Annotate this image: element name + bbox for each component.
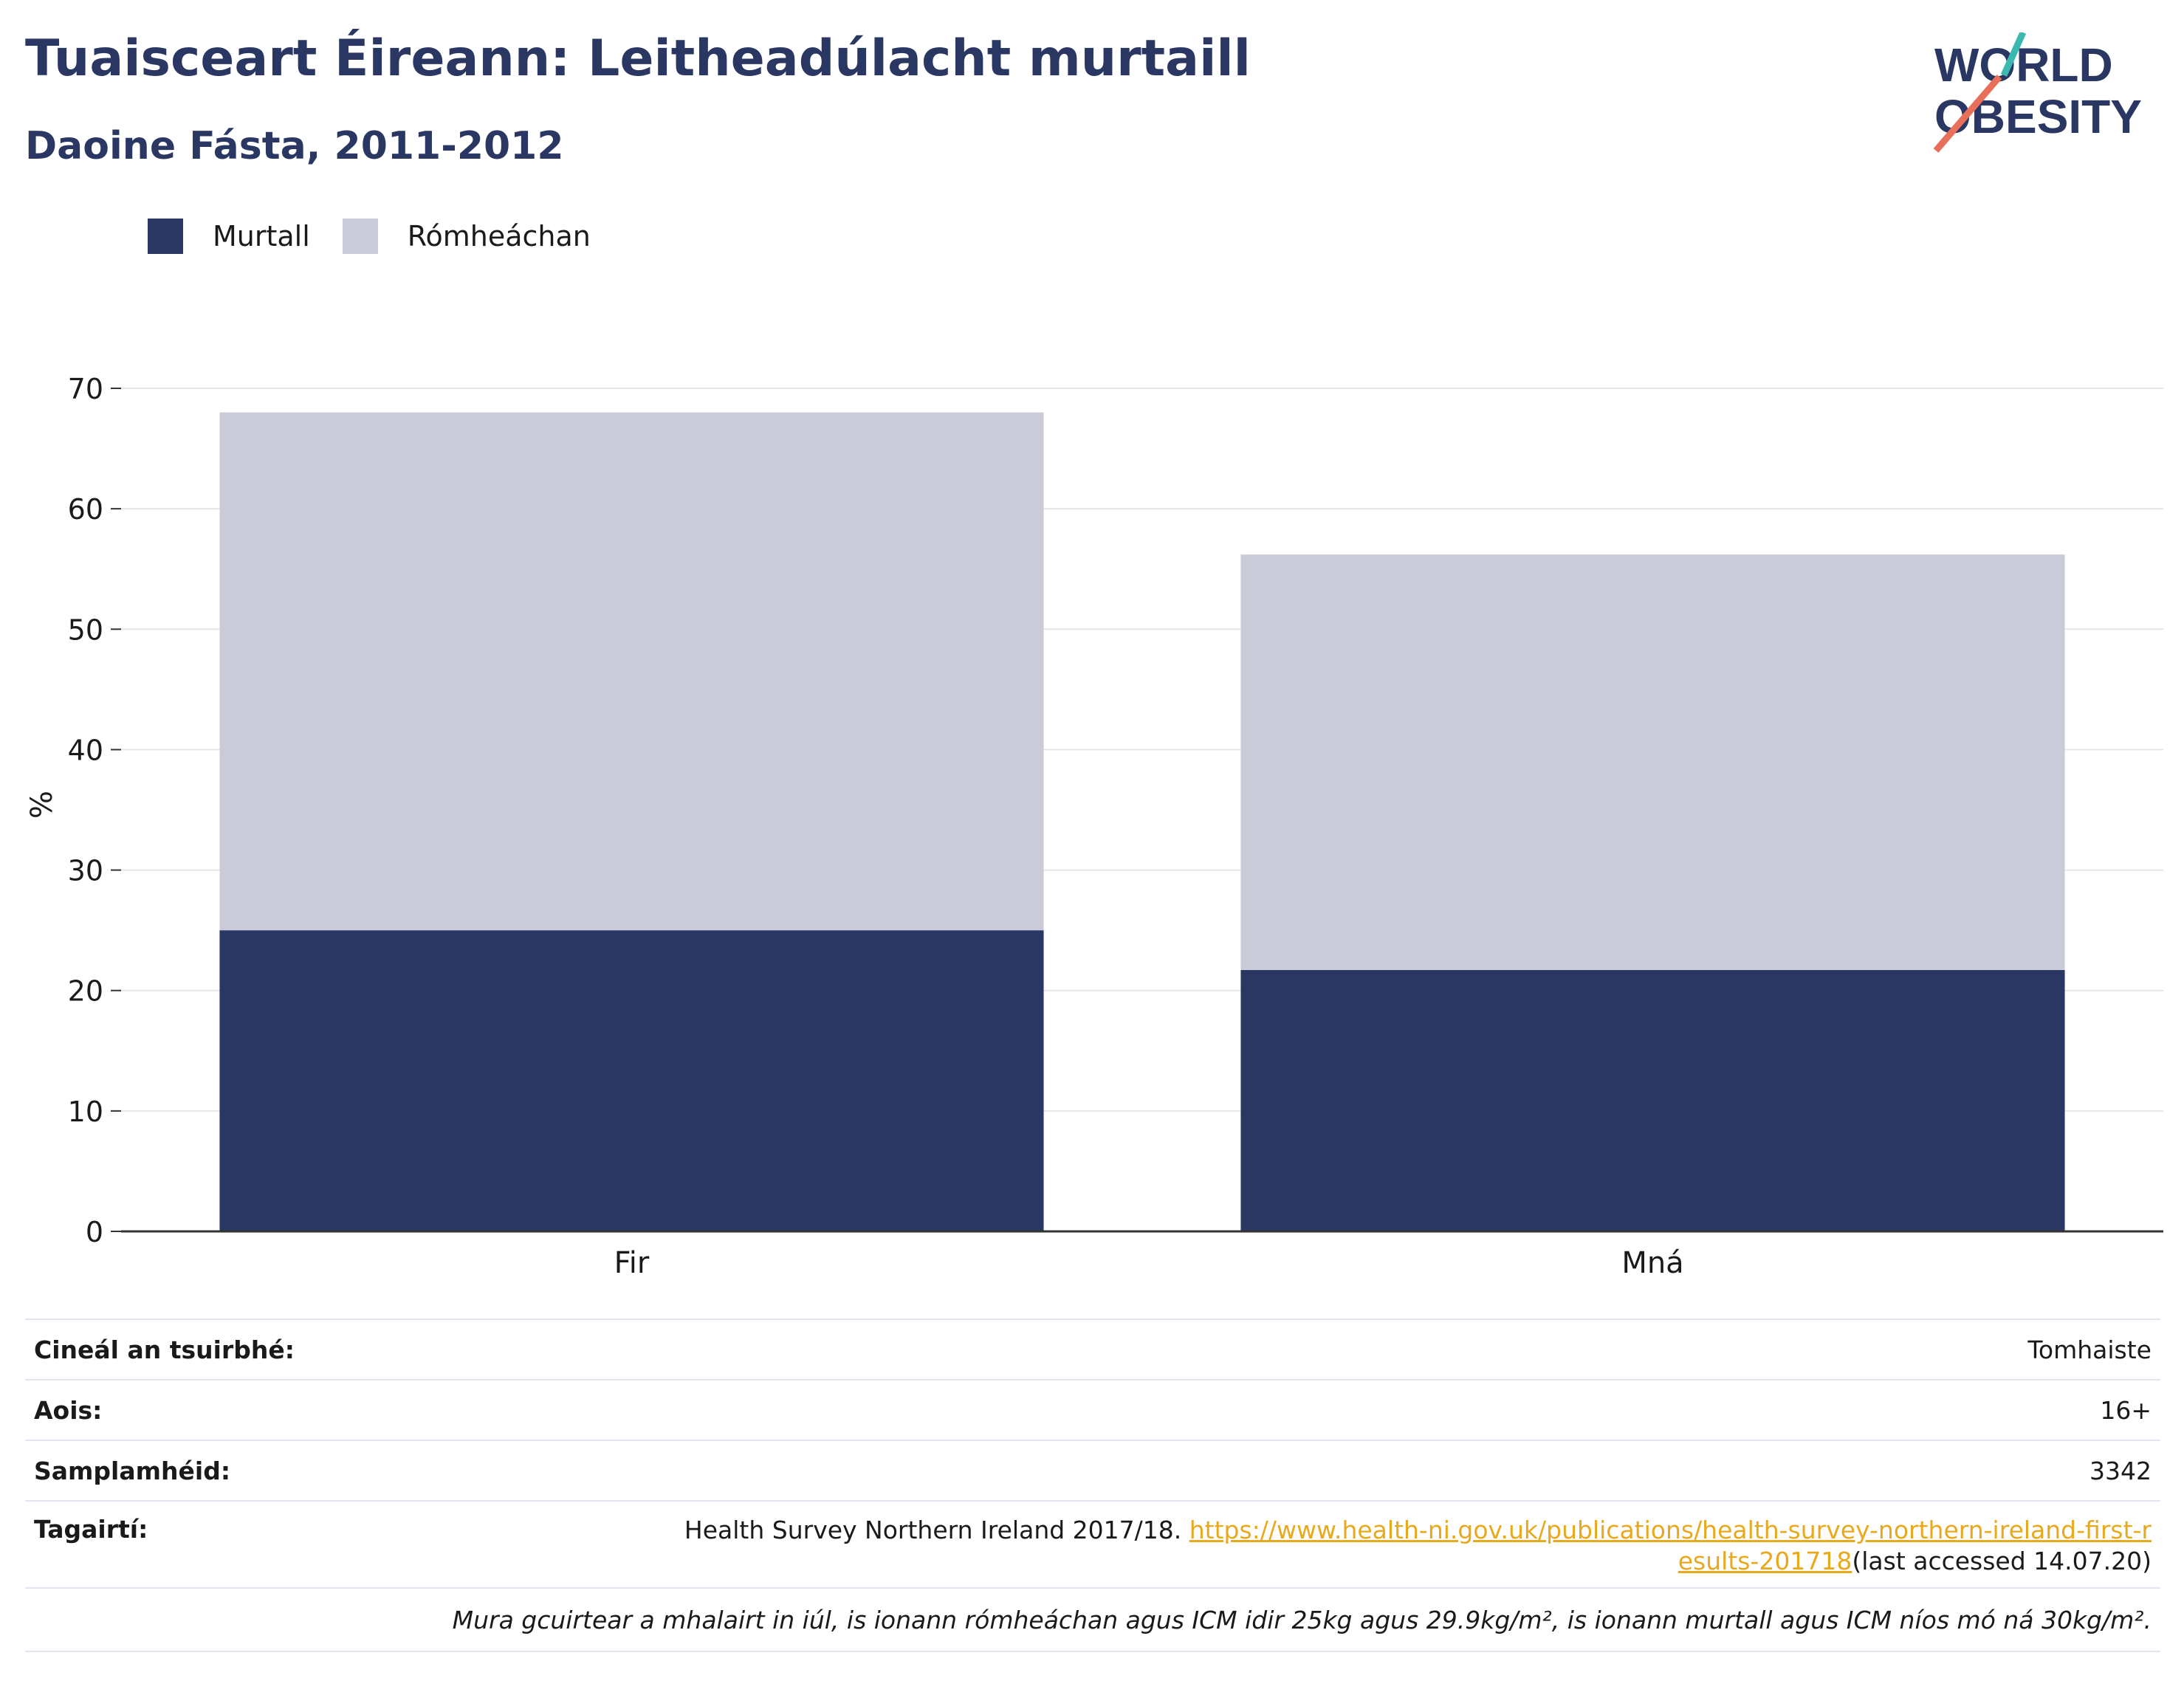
y-tick-label-0: 0: [86, 1216, 103, 1248]
age-label: Aois:: [34, 1395, 103, 1425]
chart-subtitle: Daoine Fásta, 2011-2012: [25, 124, 564, 168]
stacked-bar-chart: 0 10 20 30 40 50 60 70 Fir Mná %: [25, 373, 2163, 1280]
y-tick-label-50: 50: [68, 613, 103, 646]
bar-overweight-1[interactable]: [1240, 554, 2065, 970]
info-row-sample: Samplamhéid: 3342: [25, 1441, 2160, 1502]
age-value: 16+: [2100, 1395, 2152, 1425]
y-tick-label-30: 30: [68, 855, 103, 887]
info-row-references: Tagairtí: Health Survey Northern Ireland…: [25, 1502, 2160, 1589]
legend-label-overweight: Rómheáchan: [407, 220, 591, 252]
info-table: Cineál an tsuirbhé: Tomhaiste Aois: 16+ …: [25, 1318, 2160, 1652]
survey-type-value: Tomhaiste: [2027, 1335, 2152, 1364]
references-value: Health Survey Northern Ireland 2017/18. …: [675, 1515, 2152, 1577]
info-row-age: Aois: 16+: [25, 1381, 2160, 1441]
legend-swatch-obese: [148, 219, 183, 254]
legend-label-obese: Murtall: [213, 220, 310, 252]
bar-obese-0[interactable]: [219, 930, 1044, 1231]
chart-title: Tuaisceart Éireann: Leitheadúlacht murta…: [25, 30, 1251, 88]
y-axis-label: %: [25, 791, 59, 819]
y-tick-label-10: 10: [68, 1096, 103, 1128]
logo-slash-teal: [2000, 32, 2027, 77]
x-tick-label-0: Fir: [614, 1246, 650, 1280]
legend-item-overweight[interactable]: Rómheáchan: [342, 219, 591, 254]
sample-value: 3342: [2089, 1456, 2152, 1485]
y-tick-label-70: 70: [68, 373, 103, 405]
bar-obese-1[interactable]: [1240, 969, 2065, 1231]
bar-overweight-0[interactable]: [219, 412, 1044, 931]
logo-slash-coral: [1933, 75, 2002, 153]
sample-label: Samplamhéid:: [34, 1456, 231, 1485]
reference-accessed: (last accessed 14.07.20): [1852, 1547, 2152, 1575]
info-row-survey-type: Cineál an tsuirbhé: Tomhaiste: [25, 1320, 2160, 1381]
x-tick-label-1: Mná: [1621, 1246, 1683, 1280]
reference-text: Health Survey Northern Ireland 2017/18.: [684, 1516, 1189, 1544]
world-obesity-logo: WORLD OBESITY: [1933, 32, 2142, 153]
legend: Murtall Rómheáchan: [148, 219, 623, 254]
logo-text-world: WORLD: [1934, 38, 2113, 92]
survey-type-label: Cineál an tsuirbhé:: [34, 1335, 295, 1364]
legend-item-obese[interactable]: Murtall: [148, 219, 310, 254]
legend-swatch-overweight: [342, 219, 378, 254]
y-tick-label-20: 20: [68, 975, 103, 1008]
bmi-note: Mura gcuirtear a mhalairt in iúl, is ion…: [452, 1605, 2152, 1634]
reference-link[interactable]: https://www.health-ni.gov.uk/publication…: [1189, 1516, 2152, 1575]
y-tick-label-60: 60: [68, 493, 103, 526]
info-row-note: Mura gcuirtear a mhalairt in iúl, is ion…: [25, 1589, 2160, 1652]
references-label: Tagairtí:: [34, 1515, 148, 1544]
y-tick-label-40: 40: [68, 734, 103, 766]
